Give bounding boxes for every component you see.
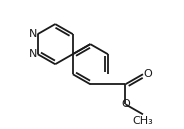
Text: O: O [144,69,153,79]
Text: CH₃: CH₃ [133,116,153,126]
Text: O: O [121,99,130,109]
Text: N: N [29,49,37,59]
Text: N: N [29,29,37,39]
